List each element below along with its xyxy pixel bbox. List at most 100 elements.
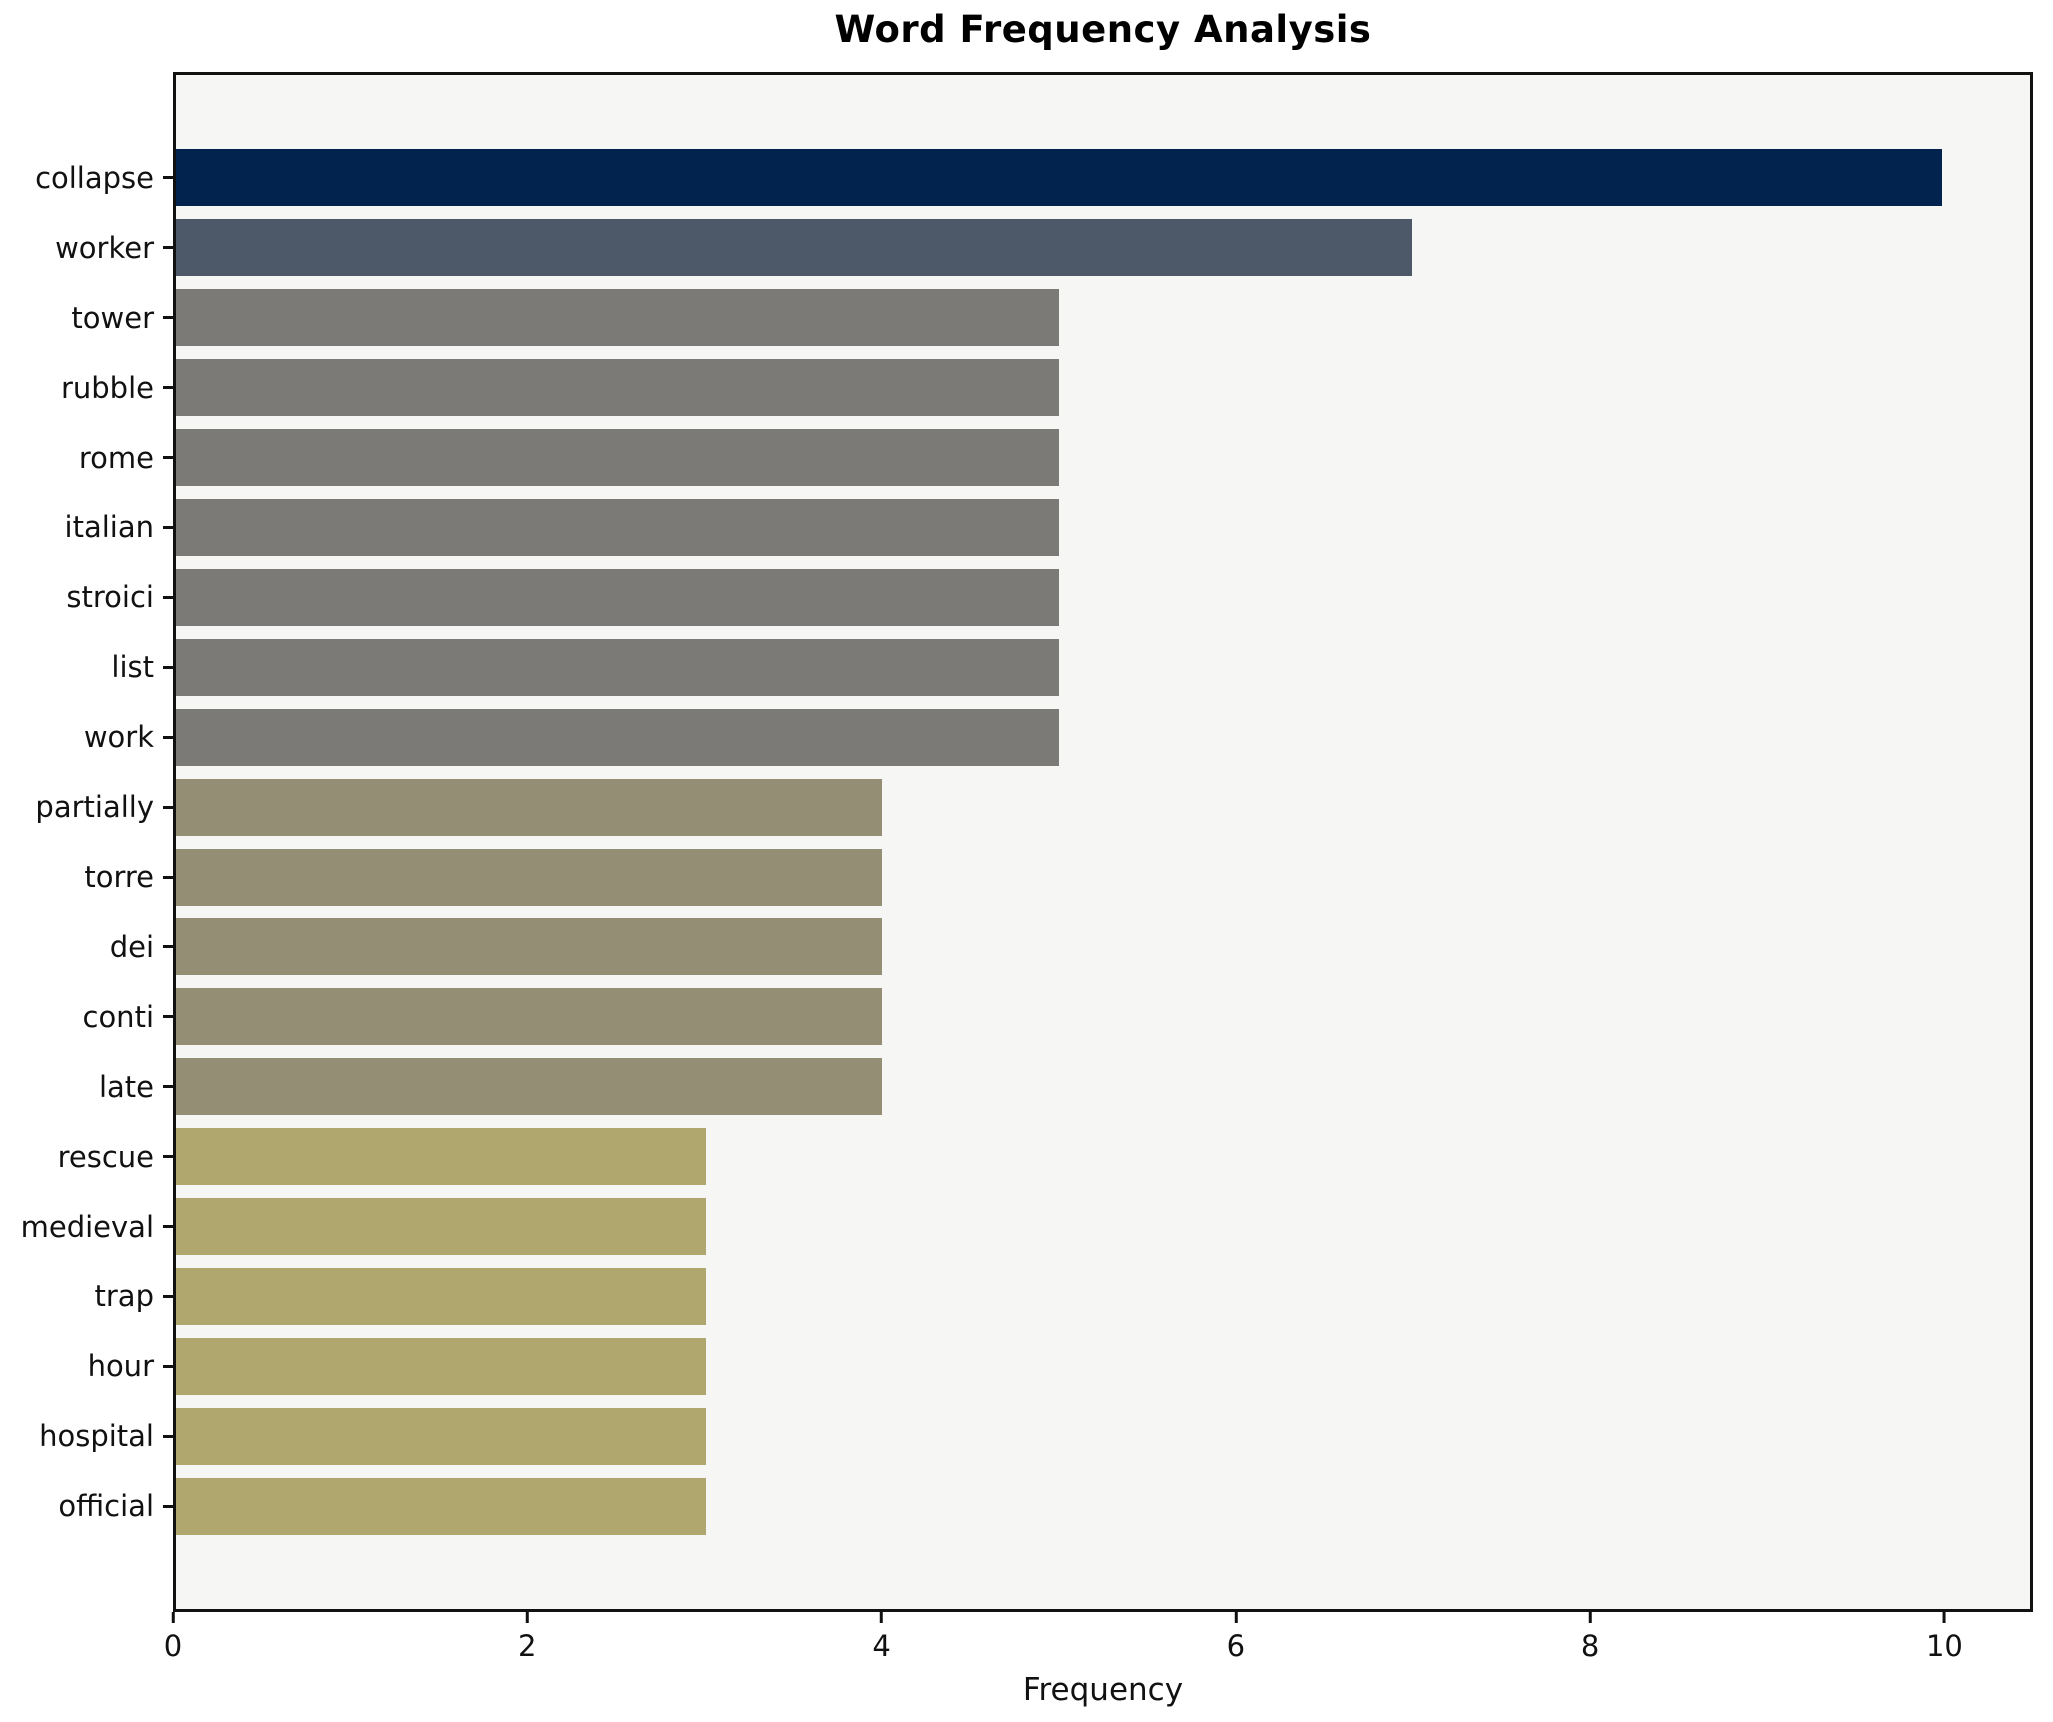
- chart-title: Word Frequency Analysis: [834, 8, 1372, 51]
- y-label-hospital: hospital: [39, 1419, 154, 1454]
- y-label-tower: tower: [71, 300, 154, 335]
- y-tick-hospital: [163, 1434, 173, 1438]
- y-tick-rescue: [163, 1155, 173, 1159]
- y-label-trap: trap: [94, 1279, 154, 1314]
- bar-dei: [176, 918, 883, 976]
- bar-row-torre: torre: [84, 842, 2030, 912]
- y-label-rome: rome: [78, 440, 154, 475]
- bar-row-tower: tower: [71, 283, 2030, 353]
- y-label-collapse: collapse: [35, 160, 154, 195]
- y-label-partially: partially: [35, 790, 154, 825]
- bar-rescue: [176, 1128, 706, 1186]
- y-tick-worker: [163, 246, 173, 250]
- y-tick-collapse: [163, 176, 173, 180]
- bar-row-rescue: rescue: [58, 1122, 2030, 1192]
- bar-hospital: [176, 1407, 706, 1465]
- bar-row-trap: trap: [95, 1262, 2030, 1332]
- x-tick-label-4: 4: [872, 1629, 891, 1663]
- bar-row-late: late: [99, 1052, 2030, 1122]
- y-label-rescue: rescue: [57, 1139, 154, 1174]
- x-tick-6: 6: [1227, 1612, 1245, 1663]
- y-label-italian: italian: [64, 510, 154, 545]
- bar-row-italian: italian: [65, 493, 2030, 563]
- y-label-medieval: medieval: [20, 1209, 154, 1244]
- bar-rubble: [176, 359, 1059, 417]
- bar-row-hospital: hospital: [39, 1401, 2030, 1471]
- x-tick-mark-0: [171, 1612, 175, 1623]
- bar-list: [176, 638, 1059, 696]
- y-tick-medieval: [163, 1225, 173, 1229]
- bar-row-list: list: [111, 632, 2030, 702]
- x-tick-mark-8: [1588, 1612, 1592, 1623]
- y-tick-partially: [163, 805, 173, 809]
- y-tick-dei: [163, 945, 173, 949]
- bar-row-official: official: [58, 1471, 2030, 1541]
- x-tick-mark-10: [1942, 1612, 1946, 1623]
- x-tick-label-6: 6: [1226, 1629, 1246, 1663]
- y-tick-trap: [163, 1294, 173, 1298]
- x-tick-10: 10: [1926, 1612, 1963, 1663]
- bar-work: [176, 708, 1059, 766]
- bar-row-medieval: medieval: [21, 1192, 2030, 1262]
- y-tick-rome: [163, 456, 173, 460]
- y-label-late: late: [98, 1069, 154, 1104]
- y-label-stroici: stroici: [66, 580, 154, 615]
- y-tick-stroici: [163, 595, 173, 599]
- x-tick-mark-6: [1234, 1612, 1238, 1623]
- y-label-list: list: [111, 650, 154, 685]
- x-axis: 0 2 4 6 8 10: [164, 1612, 2033, 1692]
- y-tick-hour: [163, 1364, 173, 1368]
- x-tick-label-2: 2: [518, 1629, 537, 1663]
- y-tick-list: [163, 665, 173, 669]
- bar-late: [176, 1058, 883, 1116]
- y-tick-official: [163, 1504, 173, 1508]
- y-tick-work: [163, 735, 173, 739]
- x-tick-2: 2: [518, 1612, 537, 1663]
- bar-trap: [176, 1267, 706, 1325]
- bar-tower: [176, 289, 1059, 347]
- bar-row-dei: dei: [110, 912, 2030, 982]
- y-label-conti: conti: [82, 999, 155, 1034]
- bar-partially: [176, 778, 883, 836]
- x-tick-mark-2: [525, 1612, 529, 1623]
- bar-row-hour: hour: [88, 1331, 2030, 1401]
- plot-area: collapse worker tower rubble rome italian stro…: [21, 72, 2033, 1612]
- y-tick-italian: [163, 525, 173, 529]
- bar-worker: [176, 219, 1412, 277]
- y-label-work: work: [83, 720, 154, 755]
- bar-conti: [176, 988, 883, 1046]
- bar-row-collapse: collapse: [35, 143, 2030, 213]
- bar-official: [176, 1477, 706, 1535]
- x-tick-0: 0: [164, 1612, 182, 1663]
- y-tick-torre: [163, 875, 173, 879]
- x-tick-mark-4: [880, 1612, 884, 1623]
- x-tick-4: 4: [872, 1612, 891, 1663]
- bar-row-partially: partially: [35, 772, 2030, 842]
- x-tick-8: 8: [1581, 1612, 1599, 1663]
- x-axis-title: Frequency: [1022, 1672, 1184, 1708]
- bar-row-conti: conti: [83, 982, 2030, 1052]
- bar-row-work: work: [84, 702, 2030, 772]
- y-tick-late: [163, 1085, 173, 1089]
- x-tick-label-10: 10: [1925, 1629, 1963, 1663]
- bar-medieval: [176, 1198, 706, 1256]
- y-tick-conti: [163, 1015, 173, 1019]
- bar-italian: [176, 498, 1059, 556]
- x-tick-label-8: 8: [1580, 1629, 1600, 1663]
- bar-row-stroici: stroici: [66, 562, 2030, 632]
- bar-row-rubble: rubble: [61, 353, 2030, 423]
- bar-rome: [176, 429, 1059, 487]
- x-tick-label-0: 0: [163, 1629, 183, 1663]
- y-tick-tower: [163, 316, 173, 320]
- bar-stroici: [176, 568, 1059, 626]
- bar-torre: [176, 848, 883, 906]
- bar-hour: [176, 1337, 706, 1395]
- y-label-torre: torre: [84, 860, 154, 895]
- y-label-worker: worker: [55, 230, 154, 265]
- y-label-dei: dei: [109, 929, 154, 964]
- bar-row-worker: worker: [55, 213, 2030, 283]
- y-label-official: official: [58, 1489, 154, 1524]
- y-label-rubble: rubble: [60, 370, 154, 405]
- y-label-hour: hour: [87, 1349, 154, 1384]
